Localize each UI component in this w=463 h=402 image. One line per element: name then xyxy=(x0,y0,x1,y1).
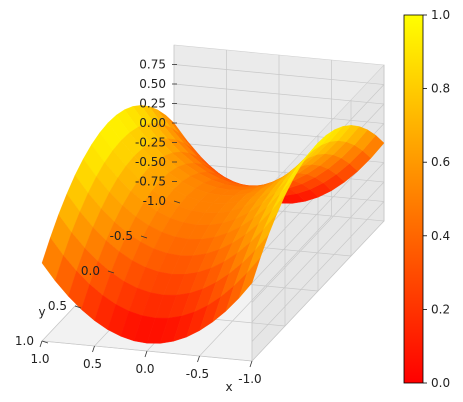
surface-mesh xyxy=(41,105,385,344)
z-tick-label: 0.00 xyxy=(139,116,166,130)
surface-face xyxy=(238,257,261,299)
colorbar-tick-label: 0.6 xyxy=(431,155,450,169)
x-tick-mark xyxy=(92,345,95,353)
z-tick-label: -0.50 xyxy=(135,155,166,169)
grid-line xyxy=(251,201,385,342)
z-tick-label: 0.25 xyxy=(139,97,166,111)
z-tick-label: -0.75 xyxy=(135,175,166,189)
y-tick-label: -0.5 xyxy=(110,229,133,243)
grid-line xyxy=(251,181,385,323)
grid-line xyxy=(173,83,385,105)
colorbar-tick-label: 0.2 xyxy=(431,302,450,316)
y-tick-mark xyxy=(173,200,181,204)
x-tick-label: 0.0 xyxy=(135,362,154,376)
y-tick-label: 0.5 xyxy=(48,299,67,313)
y-axis-label: y xyxy=(38,305,45,319)
axes-ticks: 0.75 0.50 0.25 0.00 -0.25 -0.50 -0.75 -1.0 -0.5 0… xyxy=(15,58,262,387)
y-tick-mark xyxy=(140,235,148,239)
grid-line xyxy=(173,103,385,124)
x-tick-mark xyxy=(197,355,200,363)
colorbar-tick-label: 0.0 xyxy=(431,376,450,390)
grid-line xyxy=(251,162,385,303)
y-tick-mark xyxy=(74,305,82,309)
colorbar-tick-label: 0.8 xyxy=(431,82,450,96)
z-tick-label: -0.25 xyxy=(135,136,166,150)
x-tick-label: 0.5 xyxy=(83,357,102,371)
y-tick-label: 0.0 xyxy=(81,264,100,278)
colorbar-ticks: 0.0 0.2 0.4 0.6 0.8 1.0 xyxy=(423,8,450,390)
x-tick-label: 1.0 xyxy=(30,352,49,366)
y-tick-mark xyxy=(41,340,49,344)
colorbar-tick-label: 1.0 xyxy=(431,8,450,22)
y-tick-label: -1.0 xyxy=(143,194,166,208)
x-tick-mark xyxy=(249,360,253,368)
colorbar xyxy=(403,14,424,384)
x-tick-label: -0.5 xyxy=(186,367,209,381)
x-tick-mark xyxy=(144,350,148,358)
x-tick-label: -1.0 xyxy=(238,372,261,386)
y-tick-label: 1.0 xyxy=(15,334,34,348)
x-axis-label: x xyxy=(225,380,232,394)
z-tick-label: 0.50 xyxy=(139,77,166,91)
colorbar-tick-label: 0.4 xyxy=(431,229,450,243)
grid-line xyxy=(173,64,385,85)
z-tick-label: 0.75 xyxy=(139,58,166,72)
x-tick-mark xyxy=(39,340,43,348)
y-tick-mark xyxy=(107,270,115,274)
